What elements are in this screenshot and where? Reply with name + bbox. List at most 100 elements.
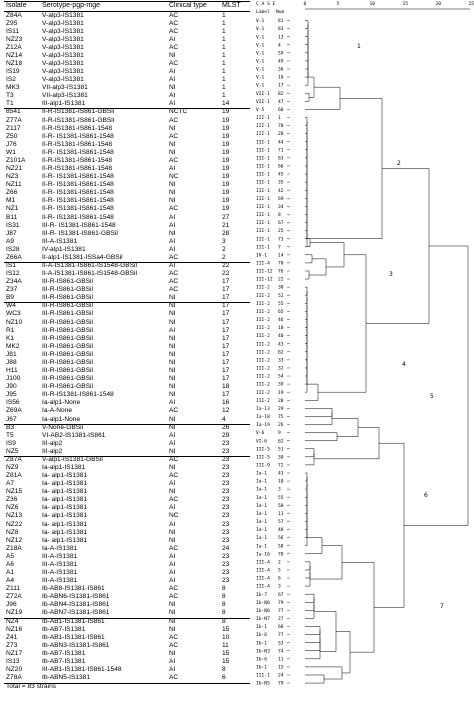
isolate-cell: J67: [6, 415, 17, 423]
table-row: J67 Ia-alp1-None NI 4: [4, 416, 250, 424]
serotype-cell: Ia-A-None: [42, 407, 73, 415]
isolate-cell: Z77A: [6, 116, 22, 124]
leaf-label: V-1: [256, 18, 265, 24]
clinical-type-cell: AC: [169, 116, 179, 124]
table-row: Z95 V-alp3-IS1381 AC 1: [4, 20, 250, 28]
serotype-cell: Ib-ABN7-IS1381-IS861: [42, 609, 110, 617]
clinical-type-cell: NI: [169, 189, 176, 197]
table-row: Z77A II-R-IS1381-IS861-GBSil AC 19: [4, 117, 250, 125]
serotype-cell: V-alp3-IS1381: [42, 51, 84, 59]
table-row: IS13 Ib-AB7-IS1381 AI 15: [4, 658, 250, 666]
serotype-cell: Ib-AB1-IS1381-IS861: [42, 633, 105, 641]
leaf-number: 15: [278, 665, 284, 671]
mlst-cell: 14: [222, 100, 230, 108]
clinical-type-cell: AI: [169, 569, 176, 577]
table-row: M1 II-R- IS1381-IS861-1548 NI 19: [4, 197, 250, 205]
clinical-type-cell: NI: [169, 51, 176, 59]
clinical-type-cell: AI: [169, 245, 176, 253]
clinical-type-cell: AI: [169, 76, 176, 84]
table-row: R1 III-R-IS861-GBSil AI 17: [4, 327, 250, 335]
mlst-cell: 19: [222, 116, 230, 124]
leaf-number: 73: [278, 236, 284, 242]
isolate-cell: MK3: [6, 84, 20, 92]
serotype-cell: II-R-IS1381-IS861-1548: [42, 124, 113, 132]
leaf-label: Ib-N6: [256, 608, 270, 614]
isolate-cell: IS11: [6, 27, 20, 35]
isolate-cell: NZ14: [6, 51, 23, 59]
leaf-number: 10: [278, 479, 284, 485]
mlst-cell: 1: [222, 27, 226, 35]
clinical-type-cell: AC: [169, 593, 179, 601]
table-row: NZ10 III-R-IS861-GBSil NI 17: [4, 319, 250, 327]
leaf-number: 2: [278, 559, 281, 565]
clinical-type-cell: NI: [169, 609, 176, 617]
leaf-label: III-4: [256, 261, 270, 267]
clinical-type-cell: NI: [169, 423, 176, 431]
mlst-cell: 17: [222, 334, 230, 342]
mlst-cell: 15: [222, 649, 230, 657]
table-row: NZ13 Ia- alp1-IS1381 NC 23: [4, 512, 250, 520]
leaf-label: III-1: [256, 228, 270, 234]
serotype-cell: V-alp3-IS1381: [42, 59, 84, 67]
mlst-cell: 3: [222, 237, 226, 245]
table-row: W4 III-R-IS861-GBSil NI 17: [4, 302, 250, 310]
mlst-cell: 19: [222, 156, 230, 164]
table-row: NZ19 Ib-ABN7-IS1381-IS861 NI 8: [4, 609, 250, 617]
mlst-cell: 17: [222, 375, 230, 383]
isolate-cell: NZ18: [6, 59, 23, 67]
mlst-cell: 23: [222, 512, 230, 520]
leaf-label: Ib-6: [256, 656, 267, 662]
isolate-cell: NZ21: [6, 165, 23, 173]
scale-tick-label: 20: [436, 1, 442, 7]
clinical-type-cell: AC: [169, 43, 179, 51]
serotype-cell: II-R- IS1381-IS861-1548: [42, 189, 114, 197]
clinical-type-cell: AI: [169, 665, 176, 673]
clinical-type-cell: NI: [169, 140, 176, 148]
table-row: K1 III-R-IS861-GBSil NI 17: [4, 335, 250, 343]
cluster-label: 7: [440, 603, 444, 610]
isolate-cell: B9: [6, 294, 15, 302]
leaf-label: III-4: [256, 576, 270, 582]
cluster-label: 1: [357, 43, 361, 50]
clinical-type-cell: NI: [169, 528, 176, 536]
table-row: IS1 II-A-IS1381-IS861-IS1548-GBSil AI 22: [4, 262, 250, 270]
isolate-cell: NZ13: [6, 512, 23, 520]
isolate-cell: NZ5: [6, 447, 19, 455]
isolate-cell: NZ20: [6, 665, 23, 673]
isolate-cell: NZ15: [6, 488, 23, 496]
leaf-number: 62: [278, 438, 284, 444]
serotype-cell: V-alp3-IS1381: [42, 76, 84, 84]
serotype-cell: Ib-ABN6-IS1381-IS861: [42, 593, 110, 601]
serotype-cell: V-alp3-IS1381: [42, 43, 84, 51]
leaf-number: 17: [278, 83, 284, 89]
table-row: NZ22 Ia- alp1-IS1381 AI 23: [4, 521, 250, 529]
table-row: Z101A II-R-IS1381-IS861-1548 AC 19: [4, 157, 250, 165]
table-row: B9 III-R-IS861-GBSil NI 17: [4, 294, 250, 302]
table-row: A1 III-A-IS1381 AI 23: [4, 569, 250, 577]
isolate-cell: Z101A: [6, 156, 26, 164]
mlst-cell: 15: [222, 625, 230, 633]
clinical-type-cell: NI: [169, 447, 176, 455]
leaf-label: III-12: [256, 269, 273, 275]
table-row: IS2 V-alp3-IS1381 AI 1: [4, 76, 250, 84]
clinical-type-cell: NI: [169, 383, 176, 391]
cluster-label: 5: [430, 393, 434, 400]
leaf-label: Ib-N6: [256, 600, 270, 606]
serotype-cell: II-alp1-IS1381-ISSa4-GBSil: [42, 253, 123, 261]
header-clinical-type: Clinical type: [169, 2, 207, 9]
clinical-type-cell: AI: [169, 92, 176, 100]
mlst-cell: 22: [222, 261, 230, 269]
leaf-label: Ia-1: [256, 535, 267, 541]
leaf-number: 49: [278, 59, 284, 65]
isolate-cell: IS2: [6, 76, 16, 84]
isolate-cell: H11: [6, 367, 18, 375]
clinical-type-cell: NI: [169, 318, 176, 326]
mlst-cell: 16: [222, 399, 230, 407]
leaf-number: 57: [278, 519, 284, 525]
leaf-number: 46: [278, 317, 284, 323]
leaf-number: 20: [278, 398, 284, 404]
leaf-label: Ib-N5: [256, 681, 270, 687]
group-separator: [4, 261, 250, 263]
isolate-cell: Z78A: [6, 674, 22, 682]
isolate-cell: IS19: [6, 68, 20, 76]
